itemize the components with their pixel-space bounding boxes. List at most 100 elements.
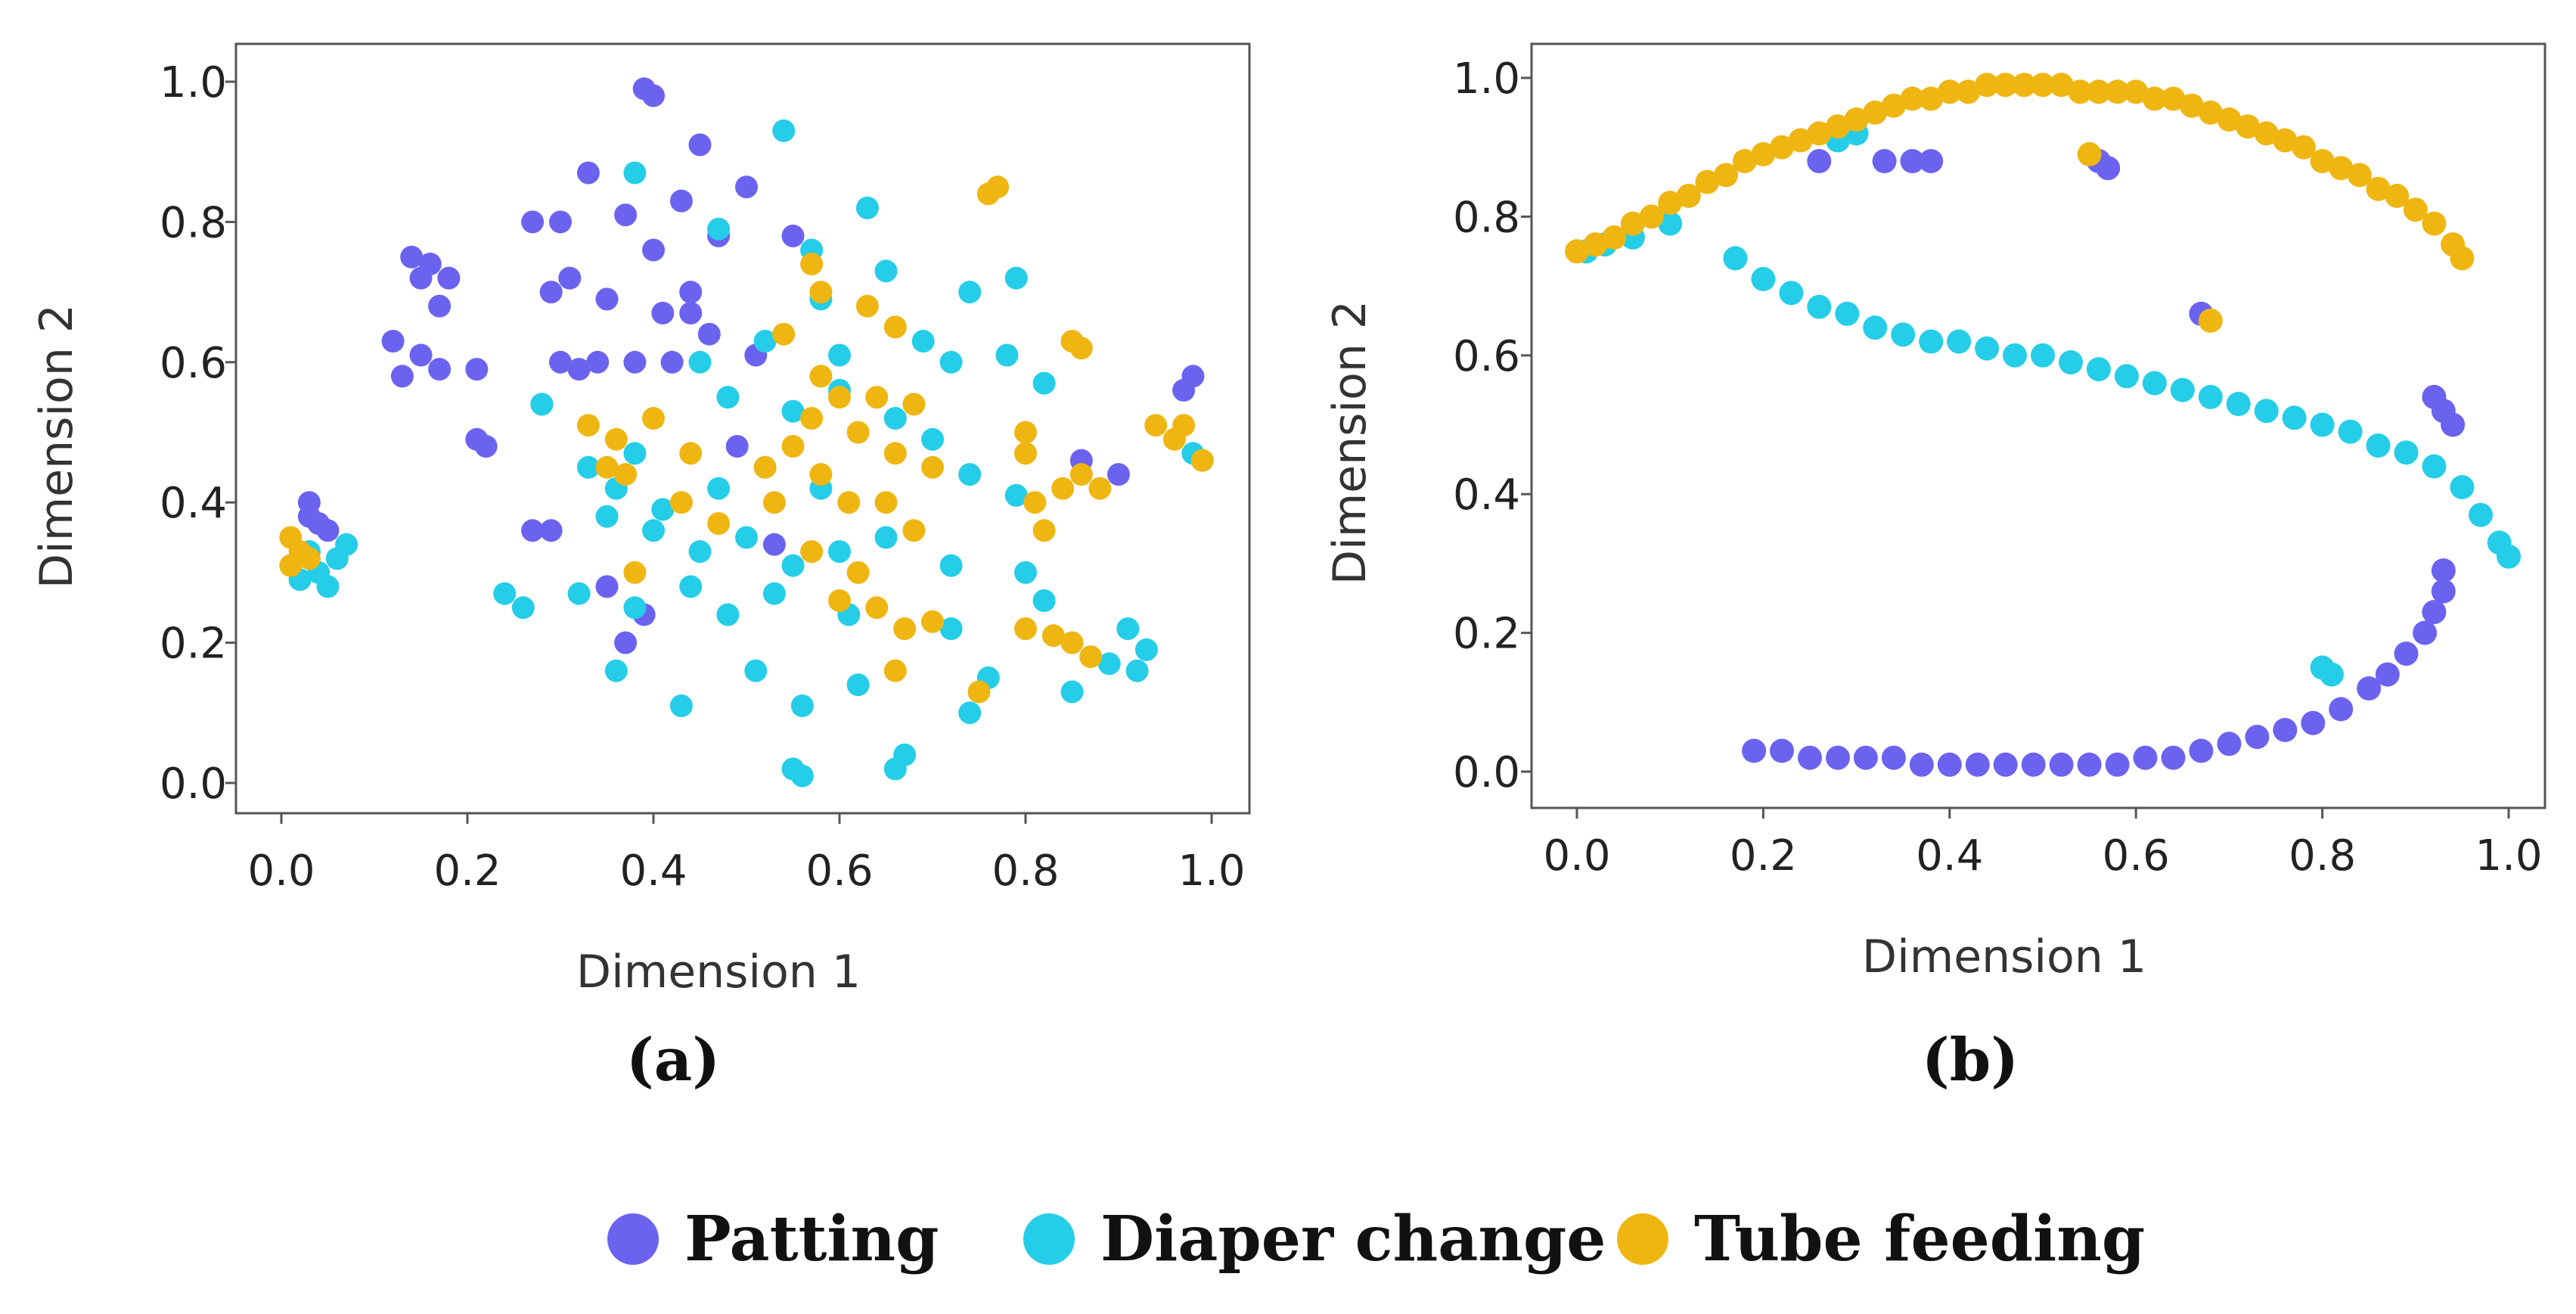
panel-label-a: (a) (626, 1026, 720, 1095)
point-diaper-change-b-23 (2366, 433, 2391, 458)
point-patting-b-25 (2413, 620, 2438, 645)
scatter-points-a (279, 77, 1214, 787)
point-patting-b-1 (1770, 738, 1794, 763)
point-patting-b-6 (1909, 752, 1934, 777)
point-tube-feeding-a-52 (1079, 645, 1103, 669)
point-tube-feeding-b-15 (1844, 107, 1869, 132)
point-patting-a-23 (679, 301, 703, 325)
point-diaper-change-b-37 (2319, 662, 2344, 687)
point-patting-a-16 (549, 210, 572, 234)
point-diaper-change-a-40 (493, 582, 517, 605)
point-diaper-change-b-27 (2469, 502, 2493, 527)
point-diaper-change-a-0 (772, 119, 796, 142)
point-tube-feeding-b-45 (2403, 197, 2428, 222)
point-diaper-change-a-30 (1004, 483, 1028, 507)
point-patting-a-24 (697, 322, 721, 346)
point-patting-a-3 (400, 245, 424, 269)
point-diaper-change-a-37 (874, 526, 898, 549)
point-tube-feeding-a-41 (1069, 463, 1093, 486)
point-patting-a-43 (725, 435, 749, 458)
point-diaper-change-a-55 (604, 659, 628, 682)
point-tube-feeding-b-38 (2273, 128, 2298, 153)
y-tick-label-a-3: 0.6 (160, 339, 227, 388)
point-diaper-change-b-9 (1975, 336, 2000, 361)
point-patting-a-52 (297, 505, 321, 528)
point-tube-feeding-a-22 (800, 540, 824, 564)
point-patting-a-36 (595, 575, 619, 598)
point-diaper-change-a-34 (735, 526, 758, 549)
point-tube-feeding-b-42 (2347, 163, 2372, 188)
point-tube-feeding-a-5 (883, 315, 907, 339)
point-tube-feeding-b-6 (1676, 183, 1701, 208)
point-tube-feeding-b-8 (1714, 163, 1739, 188)
point-tube-feeding-a-12 (883, 442, 907, 465)
point-tube-feeding-a-38 (1014, 442, 1037, 465)
point-patting-b-15 (2161, 745, 2186, 770)
point-diaper-change-a-56 (669, 694, 693, 717)
point-tube-feeding-a-21 (846, 561, 870, 584)
point-diaper-change-a-48 (939, 617, 963, 641)
point-patting-a-44 (762, 533, 786, 556)
point-patting-a-27 (567, 358, 591, 381)
point-tube-feeding-a-56 (297, 547, 321, 570)
point-patting-a-29 (558, 266, 582, 290)
point-patting-a-35 (539, 519, 563, 542)
axes-a: 0.0 0.2 0.4 0.6 0.8 1.0 0.0 0.2 0.4 0.6 0.8 1.0 (160, 58, 1246, 896)
point-tube-feeding-b-32 (2161, 86, 2186, 111)
point-patting-a-14 (474, 435, 498, 458)
point-diaper-change-b-14 (2114, 364, 2139, 389)
point-diaper-change-a-35 (781, 554, 805, 577)
point-tube-feeding-a-23 (762, 491, 786, 514)
scatter-points-b (1565, 73, 2521, 777)
point-tube-feeding-b-25 (2031, 73, 2055, 98)
point-diaper-change-a-7 (1004, 266, 1028, 290)
point-tube-feeding-b-11 (1770, 135, 1794, 160)
point-patting-b-5 (1881, 745, 1906, 770)
legend: Patting Diaper change Tube feeding (607, 1203, 2145, 1275)
point-tube-feeding-a-31 (707, 512, 731, 535)
x-tick-label-b-4: 0.8 (2289, 831, 2356, 881)
series-tube-feeding-a (279, 176, 1214, 704)
point-tube-feeding-b-49 (2077, 141, 2102, 166)
point-tube-feeding-a-2 (800, 253, 824, 275)
point-diaper-change-b-11 (2031, 343, 2055, 368)
point-patting-a-18 (614, 203, 638, 227)
point-tube-feeding-b-46 (2422, 211, 2447, 236)
point-patting-b-34 (2096, 156, 2121, 181)
point-tube-feeding-b-10 (1751, 141, 1776, 166)
point-patting-a-34 (521, 519, 545, 542)
point-diaper-change-b-19 (2254, 399, 2279, 424)
point-tube-feeding-b-34 (2198, 100, 2223, 125)
point-tube-feeding-b-13 (1807, 121, 1832, 146)
point-tube-feeding-a-18 (837, 491, 861, 514)
point-patting-b-11 (2049, 752, 2074, 777)
point-diaper-change-a-11 (911, 330, 935, 353)
axes-b: 0.0 0.2 0.4 0.6 0.8 1.0 0.0 0.2 0.4 0.6 0.8 1.0 (1453, 54, 2543, 881)
point-tube-feeding-b-14 (1826, 114, 1850, 139)
point-diaper-change-a-6 (958, 281, 982, 304)
point-patting-b-28 (2431, 558, 2456, 583)
point-tube-feeding-a-15 (781, 435, 805, 458)
point-patting-b-7 (1937, 752, 1962, 777)
point-tube-feeding-b-22 (1975, 73, 2000, 98)
point-tube-feeding-b-5 (1658, 191, 1683, 216)
point-diaper-change-a-39 (1014, 561, 1037, 584)
x-tick-label-b-5: 1.0 (2475, 831, 2542, 881)
point-tube-feeding-a-6 (772, 322, 796, 346)
point-tube-feeding-b-31 (2142, 86, 2167, 111)
y-tick-label-b-2: 0.4 (1453, 471, 1520, 520)
point-patting-b-23 (2375, 662, 2400, 687)
y-tick-label-a-1: 0.2 (160, 620, 227, 669)
point-diaper-change-b-22 (2338, 419, 2363, 444)
point-tube-feeding-b-3 (1620, 211, 1645, 236)
point-diaper-change-b-10 (2003, 343, 2027, 368)
point-diaper-change-b-8 (1947, 329, 1972, 354)
point-patting-a-11 (428, 358, 452, 381)
point-diaper-change-b-25 (2422, 454, 2447, 479)
point-tube-feeding-b-17 (1881, 93, 1906, 118)
point-tube-feeding-a-20 (902, 519, 926, 542)
x-tick-label-a-0: 0.0 (247, 846, 315, 896)
point-patting-a-22 (651, 301, 675, 325)
x-axis-title-a: Dimension 1 (576, 946, 861, 999)
point-diaper-change-a-42 (567, 582, 591, 605)
